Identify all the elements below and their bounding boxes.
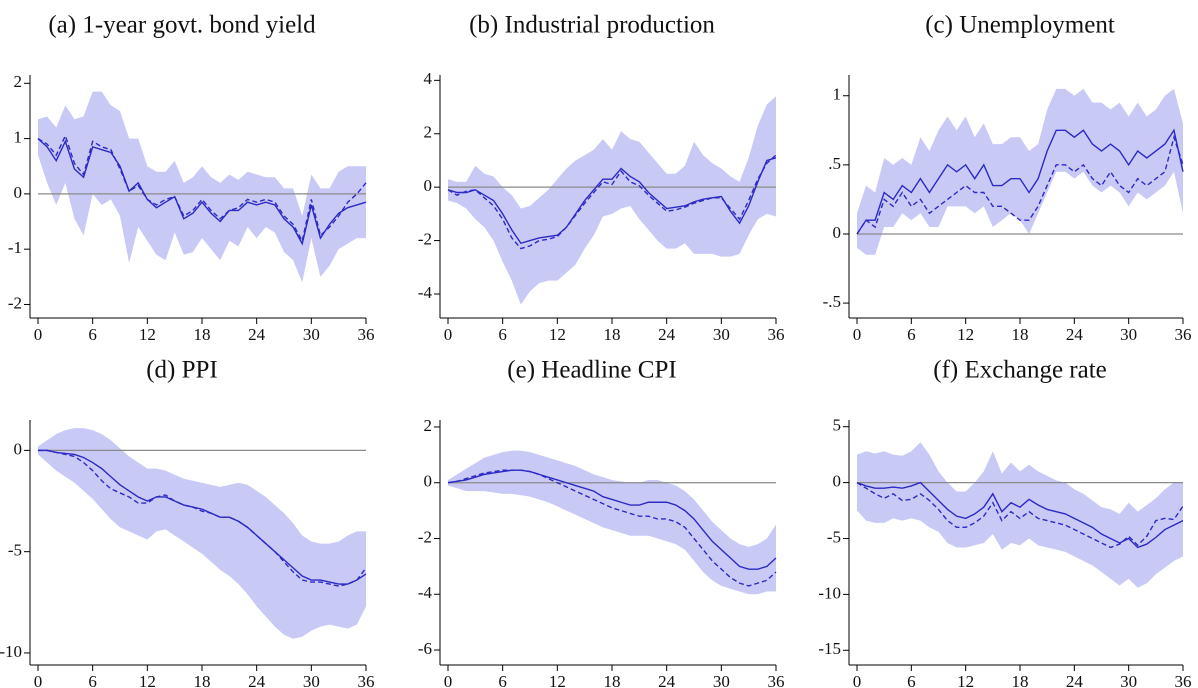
x-tick-label: 36: [768, 325, 785, 344]
y-tick-label: 0: [424, 472, 433, 491]
x-tick-label: 0: [444, 672, 453, 688]
x-tick-label: 0: [444, 325, 453, 344]
x-tick-label: 6: [907, 325, 916, 344]
x-tick-label: 6: [88, 325, 97, 344]
confidence-band: [857, 88, 1183, 255]
dashed-line: [447, 154, 777, 250]
x-tick-label: 18: [604, 325, 621, 344]
y-tick-label: -2: [8, 293, 22, 312]
solid-line: [447, 469, 777, 570]
x-tick-label: 24: [1066, 672, 1084, 688]
x-tick-label: 12: [549, 672, 566, 688]
panel-title: (a) 1-year govt. bond yield: [48, 12, 316, 39]
x-tick-label: 18: [194, 672, 211, 688]
x-tick-label: 12: [139, 325, 156, 344]
dashed-line: [37, 133, 367, 243]
panel-title: (f) Exchange rate: [933, 357, 1107, 384]
x-tick-label: 30: [713, 325, 730, 344]
y-tick-label: 2: [424, 416, 433, 435]
solid-line: [856, 128, 1184, 235]
dashed-line: [38, 449, 367, 587]
x-tick-label: 36: [1175, 672, 1192, 688]
y-tick-label: 1: [833, 85, 842, 104]
panel-title: (d) PPI: [146, 357, 218, 384]
dashed-line: [856, 482, 1184, 549]
y-tick-label: 0: [424, 176, 433, 195]
y-tick-label: -5: [827, 527, 841, 546]
panel-title: (b) Industrial production: [469, 12, 715, 39]
x-tick-label: 36: [768, 672, 785, 688]
x-tick-label: 6: [907, 672, 916, 688]
dashed-line: [447, 469, 777, 587]
panel-title: (e) Headline CPI: [507, 357, 676, 384]
x-tick-label: 18: [1012, 325, 1029, 344]
x-tick-label: 30: [713, 672, 730, 688]
x-tick-label: 24: [248, 672, 266, 688]
x-tick-label: 12: [957, 325, 974, 344]
x-tick-label: 6: [498, 672, 507, 688]
confidence-band: [857, 442, 1183, 588]
y-tick-label: -6: [418, 639, 432, 658]
solid-line: [447, 157, 777, 245]
y-tick-label: -4: [418, 283, 433, 302]
y-tick-label: 0: [833, 223, 842, 242]
x-tick-label: 24: [658, 672, 676, 688]
x-tick-label: 30: [303, 672, 320, 688]
y-tick-label: -2: [418, 527, 432, 546]
x-tick-label: 18: [604, 672, 621, 688]
y-tick-label: -1: [8, 238, 22, 257]
solid-line: [38, 449, 367, 585]
solid-line: [856, 481, 1184, 549]
y-tick-label: 0: [833, 472, 842, 491]
confidence-band: [38, 428, 366, 639]
x-tick-label: 12: [957, 672, 974, 688]
solid-line: [37, 138, 367, 246]
x-tick-label: 18: [194, 325, 211, 344]
panel-title: (c) Unemployment: [925, 12, 1115, 39]
y-tick-label: -10: [818, 583, 841, 602]
y-tick-label: 1: [14, 127, 23, 146]
y-tick-label: 0: [14, 439, 23, 458]
x-tick-label: 36: [358, 325, 375, 344]
y-tick-label: -5: [8, 541, 22, 560]
x-tick-label: 30: [303, 325, 320, 344]
confidence-band: [38, 91, 366, 283]
confidence-band: [448, 96, 776, 305]
y-tick-label: -10: [0, 642, 22, 661]
x-tick-label: 6: [498, 325, 507, 344]
dashed-line: [856, 134, 1184, 235]
x-tick-label: 30: [1120, 325, 1137, 344]
x-tick-label: 24: [658, 325, 676, 344]
x-tick-label: 24: [248, 325, 266, 344]
y-tick-label: 2: [424, 123, 433, 142]
x-tick-label: 36: [358, 672, 375, 688]
confidence-band: [448, 450, 776, 595]
y-tick-label: -15: [818, 639, 841, 658]
x-tick-label: 36: [1175, 325, 1192, 344]
x-tick-label: 0: [853, 672, 862, 688]
x-tick-label: 18: [1012, 672, 1029, 688]
x-tick-label: 30: [1120, 672, 1137, 688]
x-tick-label: 0: [853, 325, 862, 344]
x-tick-label: 12: [139, 672, 156, 688]
x-tick-label: 12: [549, 325, 566, 344]
x-tick-label: 0: [34, 325, 43, 344]
y-tick-label: 5: [833, 416, 842, 435]
x-tick-label: 6: [88, 672, 97, 688]
x-tick-label: 24: [1066, 325, 1084, 344]
y-tick-label: 4: [424, 69, 433, 88]
y-tick-label: .5: [828, 154, 841, 173]
y-tick-label: -2: [418, 229, 432, 248]
y-tick-label: 2: [14, 72, 23, 91]
y-tick-label: -4: [418, 583, 433, 602]
x-tick-label: 0: [34, 672, 43, 688]
y-tick-label: -.5: [823, 292, 841, 311]
y-tick-label: 0: [14, 183, 23, 202]
